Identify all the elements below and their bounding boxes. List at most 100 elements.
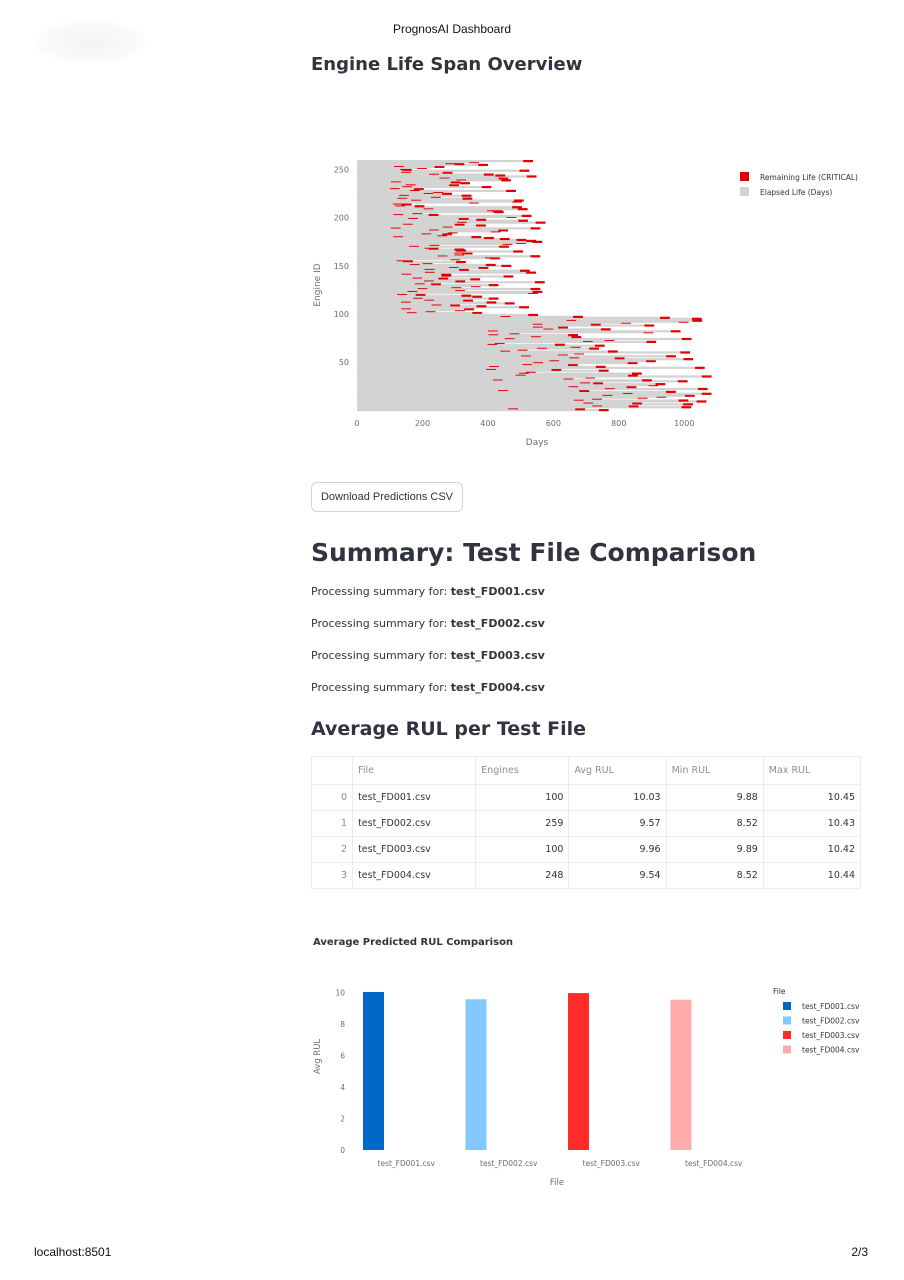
remaining-bar bbox=[460, 182, 470, 185]
summary-file: test_FD001.csv bbox=[450, 585, 545, 598]
cell-max-rul[interactable]: 10.44 bbox=[762, 862, 862, 889]
y-tick-label: 10 bbox=[335, 988, 345, 997]
remaining-bar bbox=[598, 409, 609, 412]
cell-avg-rul[interactable]: 9.54 bbox=[568, 862, 667, 889]
remaining-bar bbox=[589, 347, 600, 350]
cell-min-rul[interactable]: 8.52 bbox=[665, 862, 764, 889]
cell-max-rul[interactable]: 10.45 bbox=[762, 784, 862, 811]
cell-min-rul[interactable]: 9.88 bbox=[665, 784, 764, 811]
remaining-bar bbox=[568, 334, 578, 337]
cell-max-rul[interactable]: 10.43 bbox=[762, 810, 862, 837]
remaining-bar bbox=[456, 260, 466, 264]
column-header-engines[interactable]: Engines bbox=[475, 756, 570, 785]
remaining-bar bbox=[499, 237, 510, 241]
cell-min-rul[interactable]: 9.89 bbox=[665, 836, 764, 863]
cell-file[interactable]: test_FD002.csv bbox=[352, 810, 477, 837]
elapsed-bar bbox=[357, 181, 451, 184]
remaining-bar bbox=[476, 218, 487, 221]
remaining-bar bbox=[434, 165, 445, 168]
table-row[interactable]: 1 test_FD002.csv 259 9.57 8.52 10.43 bbox=[310, 810, 862, 837]
remaining-bar bbox=[475, 224, 486, 227]
remaining-bar bbox=[571, 335, 582, 339]
cell-min-rul[interactable]: 8.52 bbox=[665, 810, 764, 837]
elapsed-bar bbox=[357, 208, 518, 211]
download-predictions-button[interactable]: Download Predictions CSV bbox=[311, 482, 463, 512]
cell-file[interactable]: test_FD003.csv bbox=[352, 836, 477, 863]
legend-title: File bbox=[773, 987, 786, 996]
remaining-bar bbox=[528, 313, 539, 317]
x-tick-label: test_FD004.csv bbox=[685, 1159, 743, 1168]
remaining-bar bbox=[501, 264, 512, 268]
elapsed-bar bbox=[357, 245, 500, 248]
row-index: 3 bbox=[310, 862, 354, 889]
elapsed-bar bbox=[357, 330, 671, 333]
remaining-bar bbox=[495, 174, 506, 177]
overview-title: Engine Life Span Overview bbox=[311, 54, 583, 75]
column-header-file[interactable]: File bbox=[352, 756, 477, 785]
cell-engines[interactable]: 259 bbox=[475, 810, 570, 837]
cell-engines[interactable]: 100 bbox=[475, 836, 570, 863]
elapsed-bar bbox=[357, 263, 486, 267]
summary-file: test_FD003.csv bbox=[450, 649, 545, 662]
column-header-index[interactable] bbox=[310, 756, 354, 785]
summary-line: Processing summary for: test_FD002.csv bbox=[311, 617, 545, 630]
remaining-bar bbox=[485, 263, 496, 267]
remaining-bar bbox=[600, 328, 611, 331]
y-tick-label: 0 bbox=[340, 1146, 345, 1155]
y-axis-label: Engine ID bbox=[313, 263, 323, 306]
remaining-bar bbox=[521, 214, 532, 218]
avg-rul-table[interactable]: File Engines Avg RUL Min RUL Max RUL 0 t… bbox=[310, 756, 862, 889]
y-tick-label: 150 bbox=[334, 262, 349, 271]
avg-rul-title: Average RUL per Test File bbox=[311, 718, 587, 740]
remaining-bar bbox=[593, 382, 603, 385]
remaining-bar bbox=[595, 365, 606, 368]
cell-file[interactable]: test_FD004.csv bbox=[352, 862, 477, 889]
remaining-bar bbox=[554, 343, 565, 346]
cell-avg-rul[interactable]: 10.03 bbox=[568, 784, 667, 811]
y-tick-label: 2 bbox=[340, 1114, 345, 1123]
cell-engines[interactable]: 100 bbox=[475, 784, 570, 811]
remaining-bar bbox=[498, 229, 509, 232]
remaining-bar bbox=[681, 337, 692, 341]
cell-engines[interactable]: 248 bbox=[475, 862, 570, 889]
remaining-bar bbox=[567, 363, 578, 367]
column-header-max-rul[interactable]: Max RUL bbox=[762, 756, 862, 785]
column-header-avg-rul[interactable]: Avg RUL bbox=[568, 756, 667, 785]
remaining-bar bbox=[450, 304, 461, 307]
remaining-bar bbox=[449, 184, 459, 187]
remaining-bar bbox=[551, 368, 562, 371]
remaining-bar bbox=[680, 351, 691, 354]
cell-avg-rul[interactable]: 9.96 bbox=[568, 836, 667, 863]
summary-file: test_FD002.csv bbox=[450, 617, 545, 630]
remaining-bar bbox=[498, 177, 509, 180]
summary-prefix: Processing summary for: bbox=[311, 681, 448, 694]
legend-label-remaining: Remaining Life (CRITICAL) bbox=[760, 173, 858, 182]
remaining-bar bbox=[442, 233, 453, 236]
table-row[interactable]: 3 test_FD004.csv 248 9.54 8.52 10.44 bbox=[310, 862, 862, 889]
cell-file[interactable]: test_FD001.csv bbox=[352, 784, 477, 811]
remaining-bar bbox=[516, 238, 527, 242]
legend-swatch bbox=[783, 1031, 791, 1039]
remaining-bar bbox=[471, 235, 482, 239]
x-tick-label: test_FD003.csv bbox=[583, 1159, 641, 1168]
bar bbox=[465, 999, 487, 1150]
elapsed-bar bbox=[357, 160, 524, 163]
bar bbox=[363, 991, 384, 1150]
remaining-bar bbox=[684, 394, 695, 397]
table-row[interactable]: 0 test_FD001.csv 100 10.03 9.88 10.45 bbox=[310, 784, 862, 811]
bar bbox=[568, 993, 589, 1150]
y-tick-label: 200 bbox=[334, 214, 349, 223]
cell-avg-rul[interactable]: 9.57 bbox=[568, 810, 667, 837]
table-row[interactable]: 2 test_FD003.csv 100 9.96 9.89 10.42 bbox=[310, 836, 862, 863]
y-tick-label: 50 bbox=[339, 358, 349, 367]
remaining-bar bbox=[454, 248, 465, 251]
engine-lifespan-chart: 0 200 400 600 800 1000 50 100 150 200 250 Days Engin… bbox=[313, 160, 858, 448]
cell-max-rul[interactable]: 10.42 bbox=[762, 836, 862, 863]
remaining-bar bbox=[607, 350, 618, 353]
legend-label: test_FD004.csv bbox=[802, 1046, 860, 1055]
remaining-bar bbox=[519, 269, 530, 272]
remaining-bar bbox=[642, 379, 652, 382]
remaining-bar bbox=[414, 205, 425, 208]
column-header-min-rul[interactable]: Min RUL bbox=[665, 756, 764, 785]
remaining-bar bbox=[488, 284, 499, 287]
